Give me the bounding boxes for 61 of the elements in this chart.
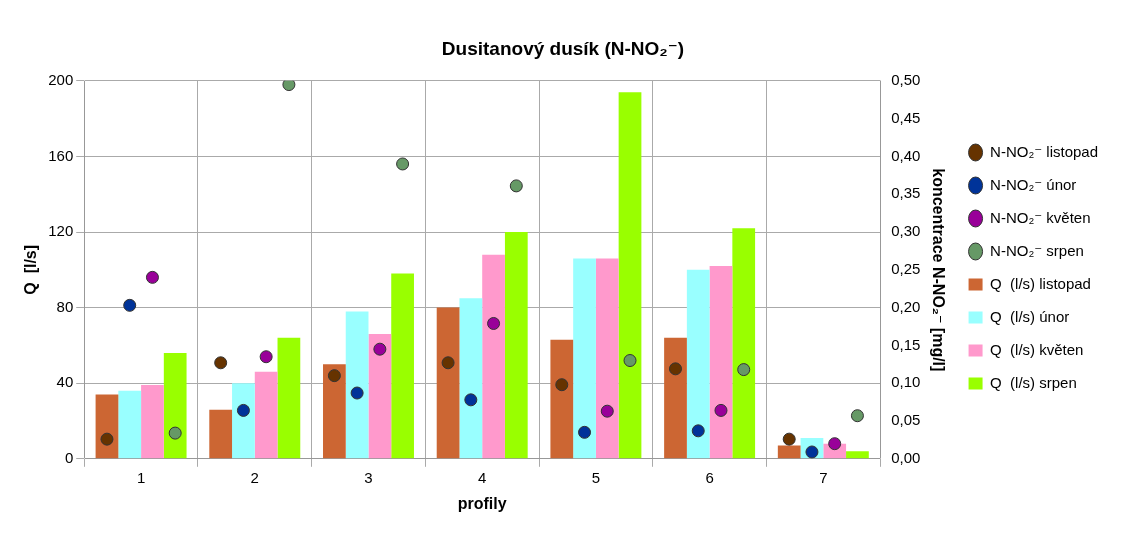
bar	[459, 298, 483, 459]
bar	[209, 409, 233, 459]
y2-tick-label: 0,05	[891, 411, 921, 429]
bar	[777, 445, 801, 459]
y-tick-label: 80	[56, 297, 74, 315]
bar	[482, 254, 505, 459]
bar	[550, 339, 574, 459]
legend-label: Q (l/s) srpen	[990, 373, 1077, 391]
bar	[846, 451, 869, 459]
legend-label: N-NO₂⁻ listopad	[990, 142, 1098, 160]
bar	[391, 273, 414, 459]
x-tick-label: 7	[819, 468, 828, 486]
x-tick-label: 4	[478, 468, 487, 486]
bar	[573, 258, 596, 459]
chart-title: Dusitanový dusík (N-NO₂⁻)	[441, 37, 685, 59]
bar	[232, 383, 255, 459]
bar	[664, 337, 687, 459]
bar	[686, 269, 710, 459]
y2-tick-label: 0,20	[891, 297, 921, 315]
bar	[345, 311, 369, 459]
y2-tick-label: 0,30	[891, 222, 921, 240]
y2-tick-label: 0,10	[891, 373, 921, 391]
y-tick-label: 200	[48, 70, 74, 88]
x-axis-title: profily	[457, 494, 507, 512]
legend-label: N-NO₂⁻ únor	[990, 175, 1077, 193]
bar	[368, 334, 392, 459]
y2-tick-label: 0,35	[891, 184, 921, 202]
bar	[163, 352, 187, 459]
y2-tick-label: 0,00	[891, 448, 921, 466]
y2-tick-label: 0,15	[891, 335, 921, 353]
bar	[254, 371, 278, 459]
y-tick-label: 160	[48, 146, 74, 164]
legend-label: N-NO₂⁻ srpen	[990, 241, 1084, 259]
x-tick-label: 1	[136, 468, 146, 486]
bar	[709, 266, 733, 459]
x-tick-label: 5	[591, 468, 601, 486]
y2-tick-label: 0,25	[891, 259, 921, 277]
bar	[595, 258, 619, 459]
legend-label: Q (l/s) listopad	[990, 274, 1091, 292]
bar	[277, 337, 301, 459]
x-tick-label: 2	[250, 468, 259, 486]
legend-label: Q (l/s) únor	[990, 307, 1070, 325]
x-tick-label: 6	[705, 468, 714, 486]
y2-tick-label: 0,40	[891, 146, 921, 164]
x-tick-label: 3	[364, 468, 373, 486]
y2-tick-label: 0,50	[891, 70, 921, 88]
bar	[504, 232, 528, 459]
y2-tick-label: 0,45	[891, 108, 921, 126]
y-tick-label: 0	[64, 448, 74, 466]
legend-label: N-NO₂⁻ květen	[990, 208, 1091, 226]
bar	[436, 307, 460, 459]
y2-axis-title: koncentrace N-NO₂⁻ [mg/l]	[929, 168, 947, 372]
y-tick-label: 120	[48, 222, 74, 240]
legend-label: Q (l/s) květen	[990, 340, 1084, 358]
bar	[618, 92, 642, 459]
y-axis-title: Q [l/s]	[22, 244, 40, 295]
bar	[323, 364, 346, 459]
bar	[732, 228, 756, 459]
bar	[118, 390, 142, 459]
bar	[141, 385, 164, 459]
y-tick-label: 40	[56, 373, 74, 391]
